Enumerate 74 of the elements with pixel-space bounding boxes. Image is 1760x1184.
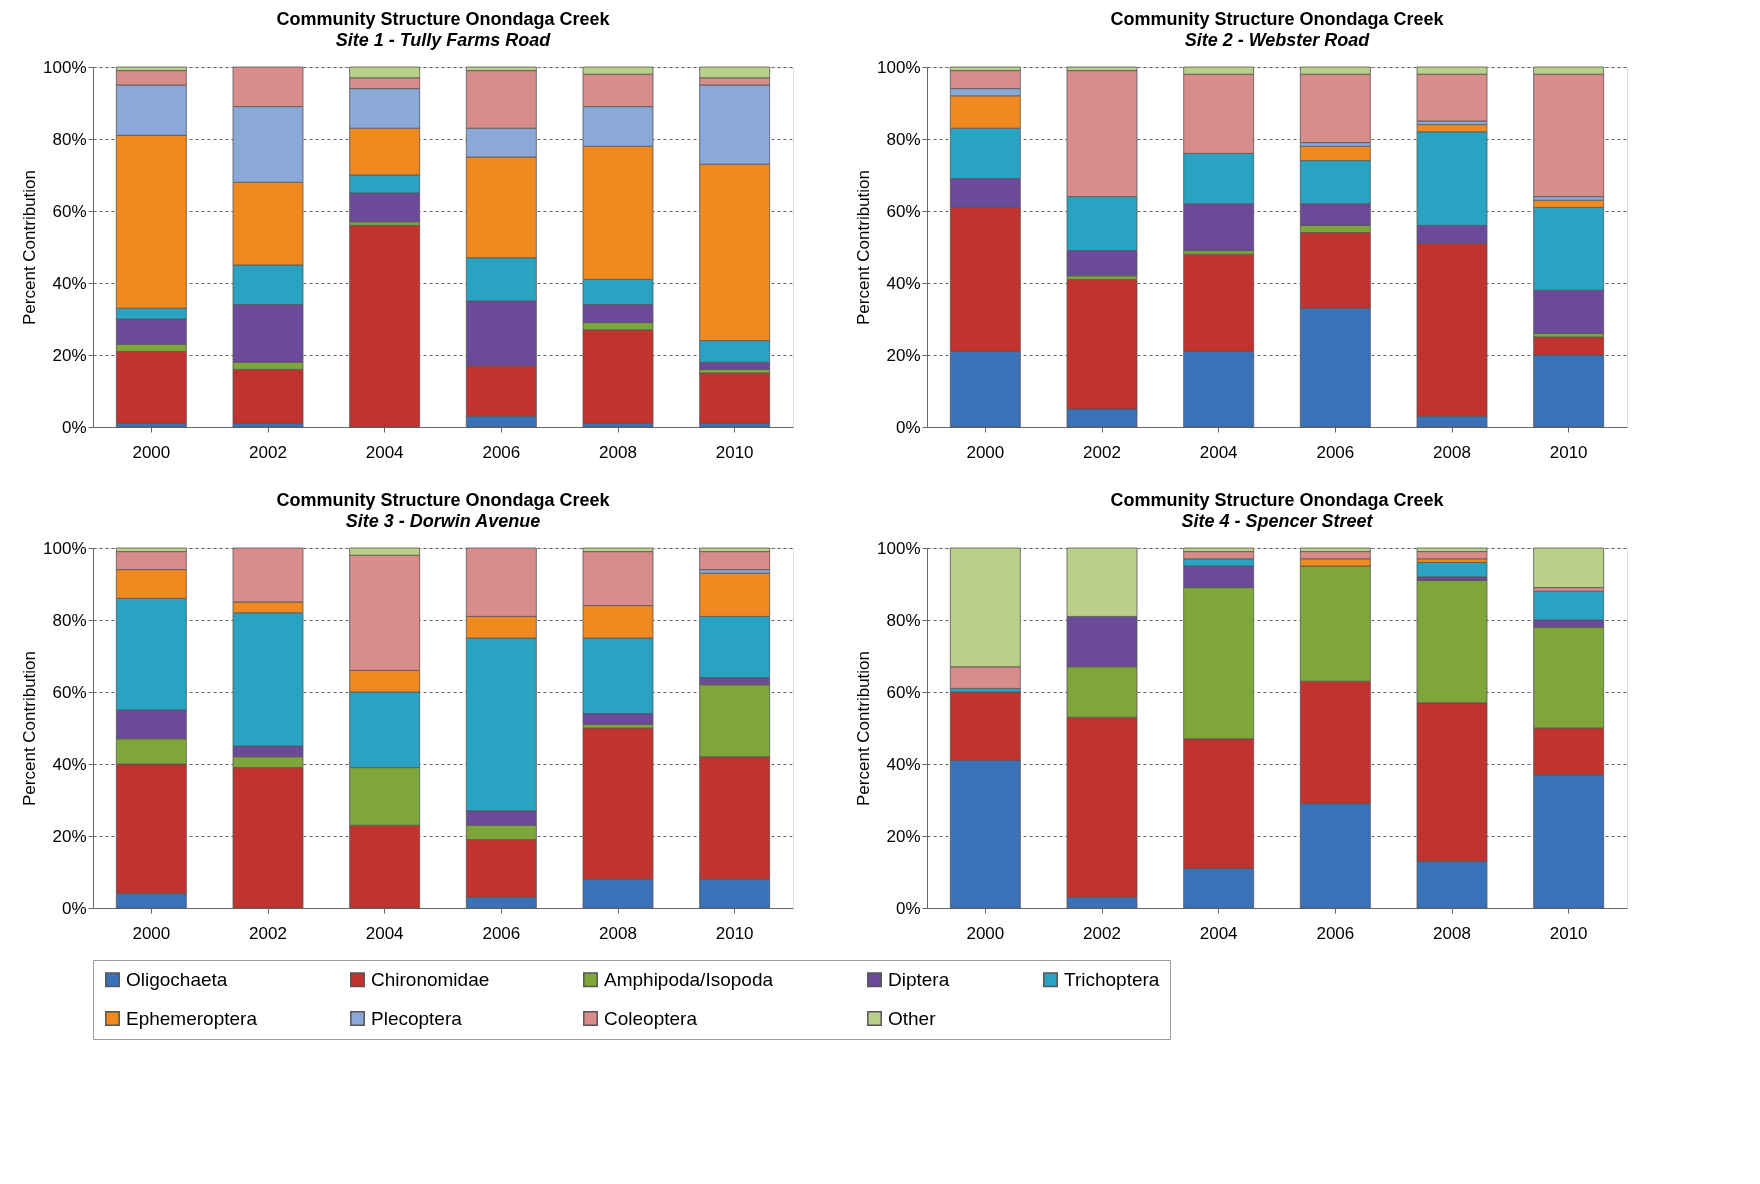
y-tick-label: 40%: [52, 273, 87, 293]
y-tick-label: 0%: [61, 898, 87, 918]
y-tick-label: 0%: [895, 898, 921, 918]
x-tick-label: 2010: [1549, 442, 1588, 462]
bar: [349, 225, 421, 428]
chart-title: Community Structure Onondaga Creek: [1110, 490, 1445, 510]
legend-label: Plecoptera: [371, 1007, 463, 1029]
y-tick-label: 40%: [52, 754, 87, 774]
x-tick-label: 2002: [1083, 442, 1121, 462]
x-tick-label: 2010: [715, 923, 754, 943]
x-tick-label: 2006: [1316, 442, 1355, 462]
x-tick-label: 2008: [1433, 923, 1471, 943]
x-tick-label: 2006: [482, 923, 521, 943]
x-tick-label: 2002: [249, 923, 287, 943]
y-tick-label: 80%: [52, 129, 87, 149]
y-tick-label: 60%: [886, 201, 921, 221]
y-tick-label: 60%: [886, 682, 921, 702]
chart-subtitle: Site 3 - Dorwin Avenue: [345, 511, 541, 531]
legend-label: Amphipoda/Isopoda: [604, 968, 774, 990]
x-tick-label: 2000: [132, 442, 171, 462]
y-axis-title: Percent Contribution: [20, 170, 40, 325]
y-tick-label: 20%: [52, 826, 87, 846]
x-tick-label: 2000: [132, 923, 171, 943]
legend-label: Coleoptera: [604, 1007, 698, 1029]
y-axis-title: Percent Contribution: [20, 651, 40, 806]
bar: [699, 551, 771, 570]
y-tick-label: 40%: [886, 273, 921, 293]
x-tick-label: 2008: [1433, 442, 1471, 462]
chart-title: Community Structure Onondaga Creek: [276, 490, 611, 510]
y-tick-label: 100%: [877, 57, 921, 77]
bar: [699, 372, 771, 424]
x-tick-label: 2000: [966, 442, 1005, 462]
legend-label: Oligochaeta: [126, 968, 228, 990]
x-tick-label: 2010: [715, 442, 754, 462]
legend-label: Chironomidae: [371, 968, 490, 990]
x-tick-label: 2004: [1199, 442, 1238, 462]
x-tick-label: 2008: [599, 923, 637, 943]
legend-label: Diptera: [888, 968, 950, 990]
legend-label: Trichoptera: [1064, 968, 1160, 990]
y-tick-label: 20%: [886, 345, 921, 365]
chart-subtitle: Site 2 - Webster Road: [1184, 30, 1371, 50]
x-tick-label: 2000: [966, 923, 1005, 943]
x-tick-label: 2010: [1549, 923, 1588, 943]
y-tick-label: 80%: [52, 610, 87, 630]
chart-title: Community Structure Onondaga Creek: [1110, 9, 1445, 29]
y-axis-title: Percent Contribution: [854, 651, 874, 806]
y-tick-label: 100%: [43, 538, 87, 558]
y-tick-label: 20%: [886, 826, 921, 846]
x-tick-label: 2006: [1316, 923, 1355, 943]
bar: [1416, 562, 1488, 578]
legend-label: Ephemeroptera: [126, 1007, 258, 1029]
y-tick-label: 100%: [43, 57, 87, 77]
x-tick-label: 2004: [1199, 923, 1238, 943]
y-tick-label: 60%: [52, 682, 87, 702]
y-tick-label: 0%: [895, 417, 921, 437]
x-tick-label: 2004: [365, 442, 404, 462]
y-tick-label: 0%: [61, 417, 87, 437]
bar: [1533, 547, 1605, 588]
y-tick-label: 40%: [886, 754, 921, 774]
x-tick-label: 2002: [1083, 923, 1121, 943]
y-tick-label: 20%: [52, 345, 87, 365]
x-tick-label: 2004: [365, 923, 404, 943]
y-tick-label: 80%: [886, 129, 921, 149]
y-axis-title: Percent Contribution: [854, 170, 874, 325]
y-tick-label: 60%: [52, 201, 87, 221]
chart-subtitle: Site 1 - Tully Farms Road: [335, 30, 552, 50]
y-tick-label: 100%: [877, 538, 921, 558]
y-tick-label: 80%: [886, 610, 921, 630]
x-tick-label: 2002: [249, 442, 287, 462]
legend-label: Other: [888, 1007, 937, 1029]
chart-title: Community Structure Onondaga Creek: [276, 9, 611, 29]
chart-subtitle: Site 4 - Spencer Street: [1181, 511, 1374, 531]
x-tick-label: 2006: [482, 442, 521, 462]
x-tick-label: 2008: [599, 442, 637, 462]
